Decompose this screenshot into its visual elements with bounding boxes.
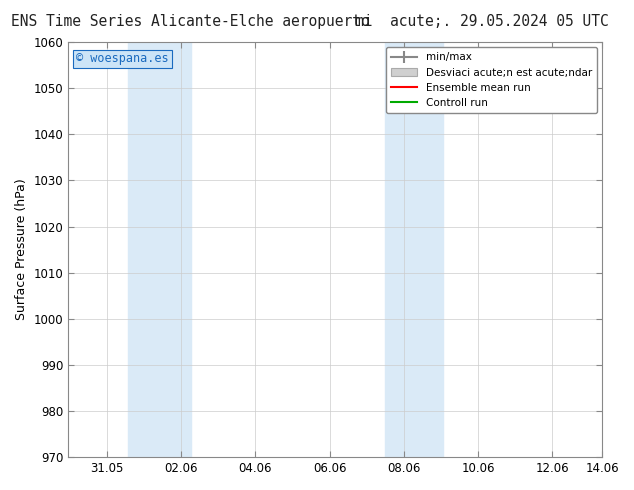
Legend: min/max, Desviaci acute;n est acute;ndar, Ensemble mean run, Controll run: min/max, Desviaci acute;n est acute;ndar… [386,47,597,113]
Text: mi  acute;. 29.05.2024 05 UTC: mi acute;. 29.05.2024 05 UTC [355,14,609,29]
Bar [385,42,443,457]
Text: © woespana.es: © woespana.es [76,52,169,66]
Y-axis label: Surface Pressure (hPa): Surface Pressure (hPa) [15,179,28,320]
Text: ENS Time Series Alicante-Elche aeropuerto: ENS Time Series Alicante-Elche aeropuert… [11,14,370,29]
Bar [127,42,191,457]
